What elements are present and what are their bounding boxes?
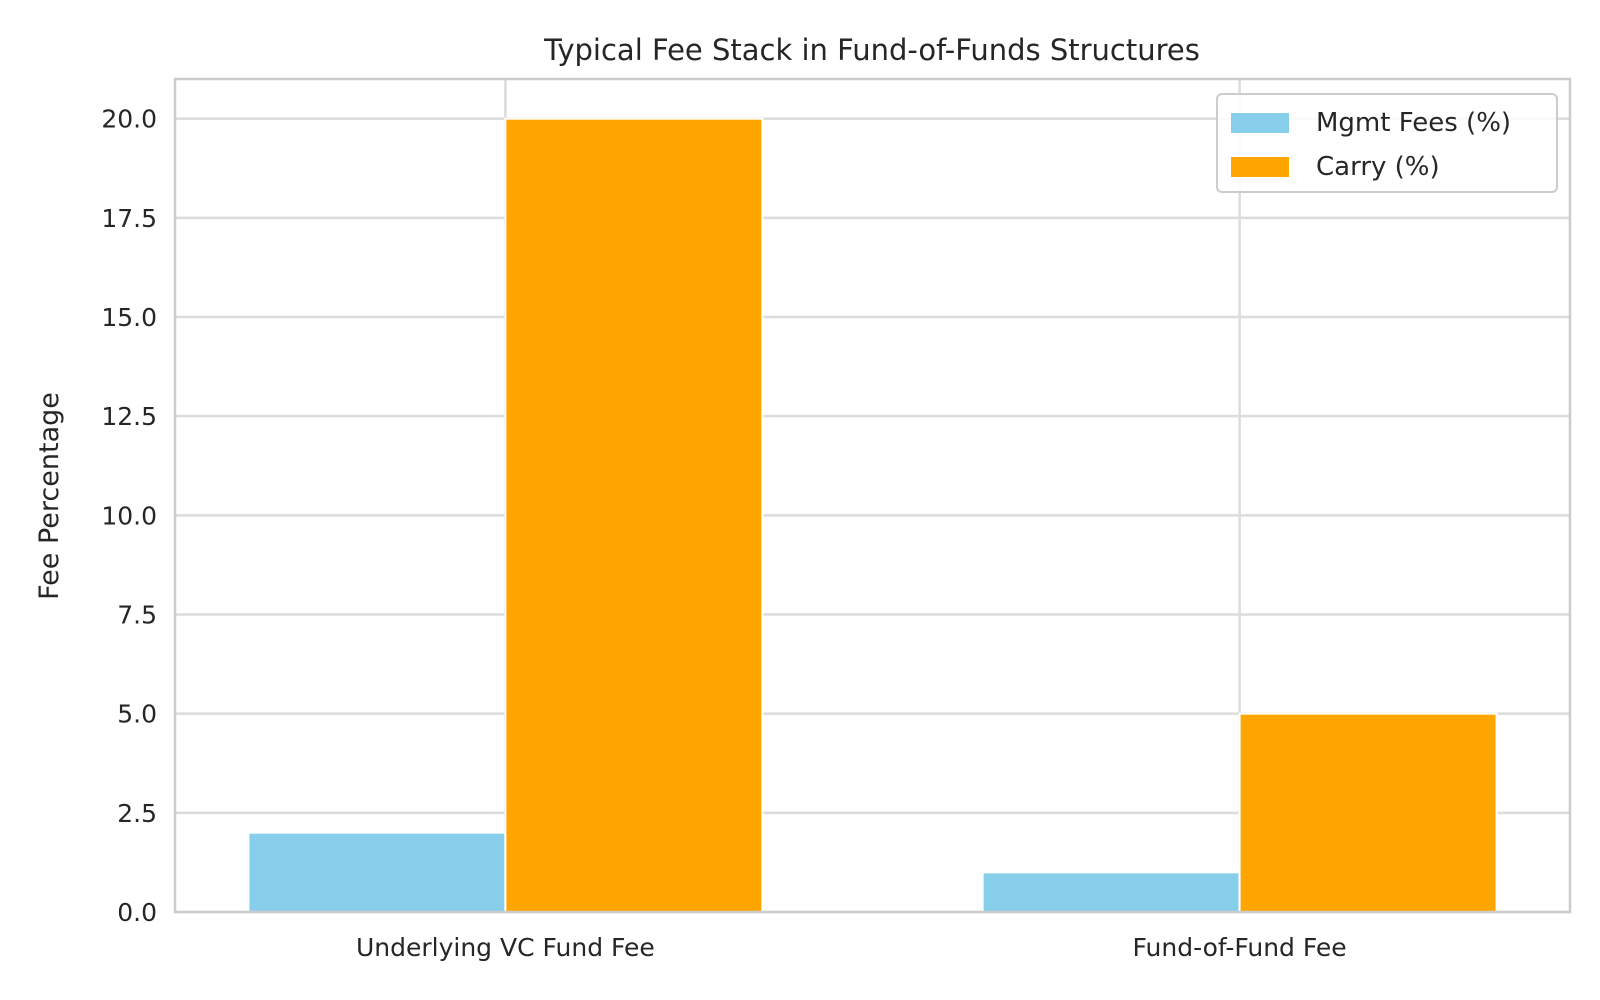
y-axis-label: Fee Percentage bbox=[34, 392, 65, 600]
bar-carry bbox=[504, 117, 764, 913]
y-tick-label: 0.0 bbox=[117, 898, 157, 927]
y-tick-label: 7.5 bbox=[117, 601, 157, 630]
legend-entry: Mgmt Fees (%) bbox=[1316, 108, 1511, 138]
y-tick-label: 5.0 bbox=[117, 700, 157, 729]
y-tick-label: 15.0 bbox=[101, 303, 157, 332]
legend-swatch bbox=[1231, 157, 1289, 177]
bar-carry bbox=[1238, 712, 1498, 914]
legend-entry: Carry (%) bbox=[1316, 152, 1440, 182]
y-tick-label: 12.5 bbox=[101, 402, 157, 431]
legend-box bbox=[1216, 93, 1558, 193]
y-tick-label: 20.0 bbox=[101, 105, 157, 134]
plot-frame bbox=[173, 77, 1572, 914]
y-tick-label: 2.5 bbox=[117, 799, 157, 828]
bar-mgmt-fees bbox=[247, 831, 507, 914]
x-tick-label: Underlying VC Fund Fee bbox=[356, 933, 655, 962]
legend: Mgmt Fees (%) Carry (%) bbox=[1216, 93, 1558, 193]
legend-swatch bbox=[1231, 113, 1289, 133]
x-tick-labels: Underlying VC Fund Fee Fund-of-Fund Fee bbox=[356, 933, 1347, 962]
y-tick-label: 10.0 bbox=[101, 501, 157, 530]
y-tick-labels: 0.0 2.5 5.0 7.5 10.0 12.5 15.0 17.5 20.0 bbox=[101, 105, 157, 927]
bar-mgmt-fees bbox=[981, 871, 1241, 913]
chart-title: Typical Fee Stack in Fund-of-Funds Struc… bbox=[543, 33, 1200, 67]
y-tick-label: 17.5 bbox=[101, 204, 157, 233]
bars bbox=[247, 117, 1498, 914]
x-tick-label: Fund-of-Fund Fee bbox=[1133, 933, 1347, 962]
